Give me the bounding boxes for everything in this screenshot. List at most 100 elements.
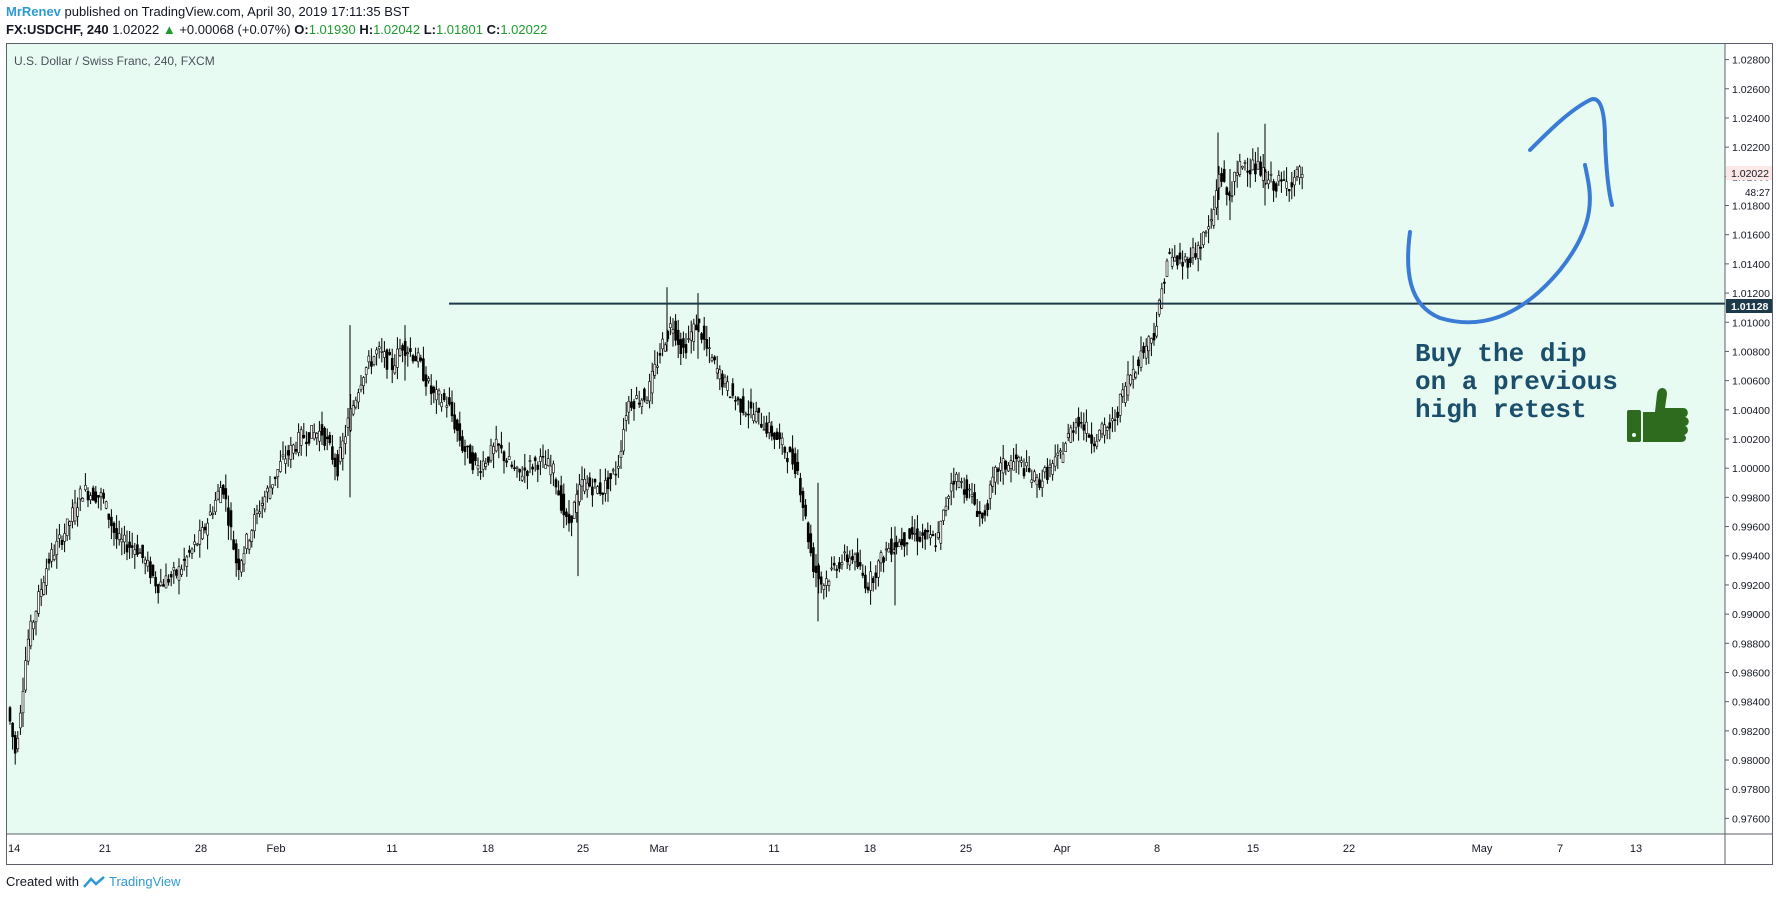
candle-body <box>1142 346 1145 353</box>
candle-body <box>822 585 826 590</box>
candle-body <box>188 550 191 553</box>
candle-body <box>1207 226 1210 230</box>
candle-body <box>611 469 615 472</box>
candle-body <box>739 398 742 413</box>
candle-body <box>916 528 919 542</box>
candle-body <box>292 444 295 454</box>
candle-body <box>1233 171 1236 182</box>
candle-body <box>367 355 371 363</box>
candle-body <box>1243 162 1247 164</box>
candle-body <box>1282 179 1286 181</box>
candle-body <box>796 461 800 471</box>
candle-body <box>653 363 657 376</box>
x-tick-label: 18 <box>482 843 494 855</box>
candle-body <box>414 355 417 362</box>
candle-body <box>110 516 113 527</box>
candle-body <box>1085 421 1088 434</box>
created-with-text: Created with <box>6 874 79 889</box>
candle-body <box>390 358 394 371</box>
candle-body <box>1290 182 1294 188</box>
candle-body <box>637 402 641 405</box>
symbol-label: FX:USDCHF, 240 <box>6 22 109 37</box>
candle-body <box>692 323 696 342</box>
candle-body <box>983 510 987 516</box>
y-tick-label: 0.97600 <box>1732 813 1770 825</box>
candle-body <box>286 450 290 456</box>
author-link[interactable]: MrRenev <box>6 4 61 19</box>
candle-body <box>1183 256 1187 261</box>
candle-body <box>741 396 745 414</box>
candle-body <box>507 456 511 460</box>
candle-body <box>432 386 436 393</box>
candle-body <box>905 542 909 545</box>
candle-body <box>952 480 956 485</box>
candle-body <box>541 455 545 458</box>
candle-body <box>580 479 584 487</box>
candle-body <box>380 351 384 353</box>
last-price: 1.02022 <box>112 22 160 37</box>
y-tick-label: 1.00400 <box>1732 405 1770 417</box>
candle-body <box>557 490 560 496</box>
candle-body <box>1147 336 1151 352</box>
candle-body <box>510 464 514 467</box>
candle-body <box>172 567 176 571</box>
candle-body <box>913 532 917 535</box>
candle-body <box>214 499 217 513</box>
candle-body <box>1092 443 1096 447</box>
candle-body <box>466 445 469 448</box>
y-tick-label: 0.99600 <box>1732 522 1770 534</box>
tradingview-link[interactable]: TradingView <box>108 874 181 889</box>
candle-body <box>544 464 547 469</box>
candle-body <box>279 461 282 472</box>
y-tick-label: 1.02600 <box>1732 84 1770 96</box>
y-tick-label: 1.00800 <box>1732 346 1770 358</box>
candle-body <box>1256 160 1260 170</box>
current-price-tag: 1.02022 48:27 <box>1726 166 1773 199</box>
candle-body <box>1220 173 1223 182</box>
price-chart[interactable]: 1.028001.026001.024001.022001.020001.018… <box>0 0 1788 870</box>
candle-body <box>661 338 664 350</box>
y-tick-label: 1.02400 <box>1732 113 1770 125</box>
candle-body <box>801 491 805 508</box>
candle-body <box>1098 429 1101 441</box>
candle-body <box>658 353 662 356</box>
candle-body <box>1178 252 1182 260</box>
candle-body <box>1121 389 1125 397</box>
candle-body <box>107 513 111 520</box>
pane-title: U.S. Dollar / Swiss Franc, 240, FXCM <box>14 54 215 68</box>
candle-body <box>450 401 454 417</box>
candle-body <box>89 495 92 501</box>
candle-body <box>1046 466 1049 481</box>
candle-body <box>788 446 792 453</box>
candle-body <box>1064 443 1067 452</box>
candle-body <box>999 462 1002 471</box>
candle-body <box>533 457 537 461</box>
candle-body <box>65 518 69 537</box>
candle-body <box>640 399 644 407</box>
candle-body <box>372 356 376 365</box>
candle-body <box>1215 190 1218 209</box>
y-tick-label: 0.99200 <box>1732 580 1770 592</box>
candle-body <box>749 401 753 409</box>
candle-body <box>104 501 108 509</box>
candle-body <box>539 456 542 462</box>
candle-body <box>117 533 121 540</box>
candle-body <box>445 405 449 408</box>
candle-body <box>931 534 935 537</box>
candle-body <box>164 575 168 589</box>
candle-body <box>310 425 313 439</box>
x-tick-label: 18 <box>864 843 876 855</box>
x-tick-label: 11 <box>768 843 779 855</box>
candle-body <box>843 551 846 554</box>
candle-body <box>754 411 758 423</box>
plot-background <box>7 44 1725 834</box>
candle-body <box>1105 427 1109 431</box>
candle-body <box>942 509 945 521</box>
candle-body <box>926 530 930 533</box>
candle-body <box>1001 458 1005 474</box>
candle-body <box>258 511 261 514</box>
candle-body <box>271 484 274 489</box>
candle-body <box>1287 188 1291 192</box>
candle-body <box>1173 256 1177 262</box>
candle-body <box>957 480 961 488</box>
